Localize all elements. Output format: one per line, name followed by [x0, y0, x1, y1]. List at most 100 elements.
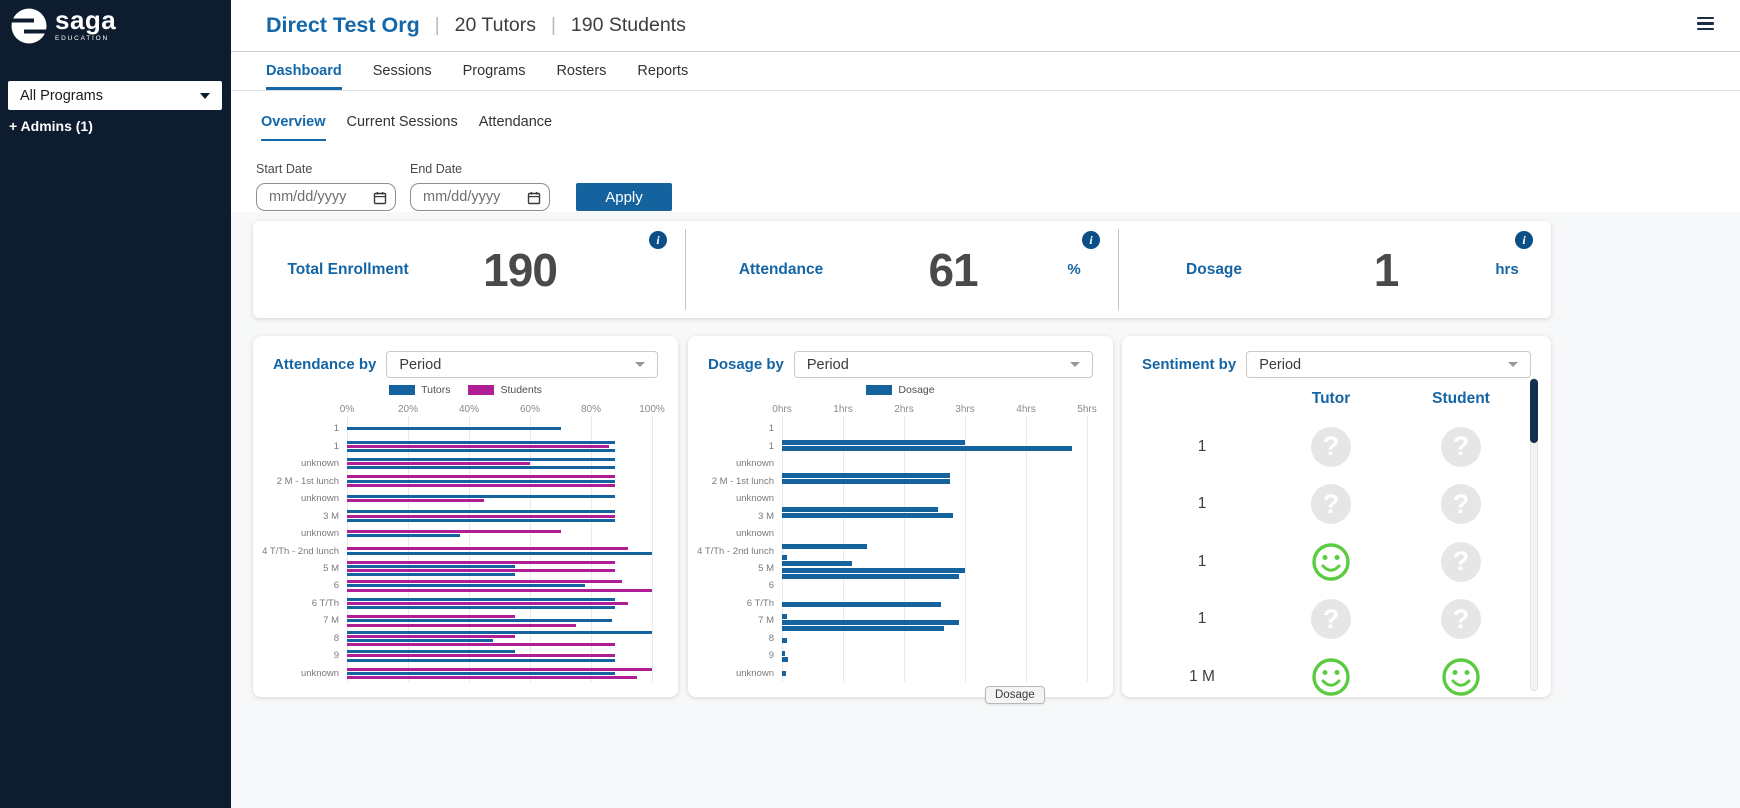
- bar: [782, 561, 853, 567]
- bar-group: [347, 542, 652, 559]
- question-mark-glyph: ?: [1441, 484, 1481, 525]
- scrollbar-thumb[interactable]: [1530, 379, 1538, 443]
- tab-rosters[interactable]: Rosters: [556, 62, 607, 79]
- sentiment-by-select[interactable]: Period: [1246, 351, 1531, 378]
- tab-current-sessions[interactable]: Current Sessions: [346, 114, 458, 130]
- happy-sentiment-icon[interactable]: [1441, 657, 1481, 697]
- y-axis-label: 1: [333, 440, 339, 452]
- unknown-sentiment-icon[interactable]: ?: [1311, 484, 1351, 525]
- unknown-sentiment-icon[interactable]: ?: [1311, 599, 1351, 640]
- legend-swatch: [468, 385, 495, 395]
- stat-label: Attendance: [738, 260, 824, 278]
- tab-attendance[interactable]: Attendance: [478, 114, 553, 130]
- admins-link[interactable]: + Admins (1): [9, 118, 93, 134]
- gridline: [782, 416, 783, 682]
- tab-dashboard[interactable]: Dashboard: [266, 52, 342, 90]
- bar-group: [782, 632, 1087, 649]
- bar: [347, 634, 515, 638]
- bar-group: [782, 596, 1087, 613]
- y-axis-label: unknown: [735, 667, 774, 679]
- tab-overview[interactable]: Overview: [261, 114, 326, 141]
- bar: [347, 510, 616, 514]
- gridline: [1087, 416, 1088, 682]
- stat-attendance: Attendance 61 % i: [686, 221, 1118, 318]
- y-axis-label: 5 M: [758, 562, 774, 574]
- select-value: Period: [399, 356, 442, 373]
- bar: [347, 619, 613, 623]
- org-header: Direct Test Org | 20 Tutors | 190 Studen…: [231, 0, 1740, 52]
- dosage-chart-card: Dosage by Period Dosage 0hrs 1hrs 2hrs 3hrs…: [688, 336, 1113, 697]
- bar: [782, 543, 868, 549]
- x-axis-tick: 4hrs: [1016, 404, 1036, 415]
- y-axis-label: 9: [768, 650, 774, 662]
- bar: [347, 529, 561, 533]
- bar-group: [782, 613, 1087, 632]
- select-value: Period: [1259, 356, 1302, 373]
- stat-unit: hrs: [1495, 261, 1519, 278]
- programs-select[interactable]: All Programs: [8, 81, 222, 110]
- legend-swatch: [389, 385, 416, 395]
- unknown-sentiment-icon[interactable]: ?: [1441, 426, 1481, 467]
- unknown-sentiment-icon[interactable]: ?: [1441, 541, 1481, 582]
- unknown-sentiment-icon[interactable]: ?: [1441, 484, 1481, 525]
- y-axis-label: unknown: [735, 528, 774, 540]
- start-date-input[interactable]: [257, 184, 395, 210]
- y-axis-label: 5 M: [323, 562, 339, 574]
- dosage-by-select[interactable]: Period: [793, 351, 1093, 378]
- bar-group: [347, 647, 652, 664]
- info-icon[interactable]: i: [1515, 231, 1533, 249]
- calendar-icon[interactable]: [373, 191, 387, 205]
- bar: [347, 643, 616, 647]
- org-name[interactable]: Direct Test Org: [266, 13, 420, 37]
- legend-item: Dosage: [866, 384, 935, 396]
- bar-group: [347, 560, 652, 577]
- question-mark-glyph: ?: [1311, 426, 1351, 467]
- happy-sentiment-icon[interactable]: [1311, 542, 1351, 582]
- hamburger-menu-icon[interactable]: [1697, 17, 1714, 33]
- x-axis-tick: 80%: [580, 404, 602, 415]
- chart-tooltip: Dosage: [985, 686, 1045, 704]
- x-axis-tick: 20%: [397, 404, 419, 415]
- chart-title: Dosage by: [708, 356, 784, 373]
- info-icon[interactable]: i: [1082, 231, 1100, 249]
- tab-reports[interactable]: Reports: [637, 62, 689, 79]
- apply-button[interactable]: Apply: [576, 183, 672, 211]
- unknown-sentiment-icon[interactable]: ?: [1441, 599, 1481, 640]
- bar-group: [782, 538, 1087, 555]
- tab-programs[interactable]: Programs: [462, 62, 526, 79]
- calendar-icon[interactable]: [527, 191, 541, 205]
- unknown-sentiment-icon[interactable]: ?: [1311, 426, 1351, 467]
- bar: [782, 619, 959, 625]
- x-axis-tick: 5hrs: [1077, 404, 1097, 415]
- x-axis-tick: 40%: [458, 404, 480, 415]
- select-value: Period: [806, 356, 849, 373]
- end-date-input[interactable]: [411, 184, 549, 210]
- attendance-by-select[interactable]: Period: [386, 351, 658, 378]
- bar: [782, 513, 953, 519]
- bar: [782, 567, 965, 573]
- happy-sentiment-icon[interactable]: [1311, 657, 1351, 697]
- y-axis-labels: 1 1 unknown 2 M - 1st lunch unknown 3 M unknow…: [253, 420, 347, 682]
- sidebar: saga EDUCATION All Programs + Admins (1): [0, 0, 231, 808]
- logo-text: saga: [55, 5, 117, 35]
- y-axis-label: unknown: [735, 493, 774, 505]
- bar-group: [782, 437, 1087, 454]
- bar: [782, 651, 786, 657]
- bar: [347, 588, 652, 592]
- bar-group: [782, 665, 1087, 682]
- bar-group: [347, 507, 652, 524]
- bar: [347, 462, 530, 466]
- bar: [782, 445, 1072, 451]
- info-icon[interactable]: i: [649, 231, 667, 249]
- stat-unit: %: [1067, 261, 1081, 278]
- tab-sessions[interactable]: Sessions: [372, 62, 432, 79]
- scrollbar[interactable]: [1530, 378, 1538, 691]
- chart-legend: Dosage: [688, 384, 1113, 396]
- bar-group: [782, 504, 1087, 521]
- start-date-label: Start Date: [256, 162, 313, 176]
- bar: [347, 606, 616, 610]
- header-separator: |: [550, 14, 556, 36]
- bar: [347, 573, 515, 577]
- gridline: [965, 416, 966, 682]
